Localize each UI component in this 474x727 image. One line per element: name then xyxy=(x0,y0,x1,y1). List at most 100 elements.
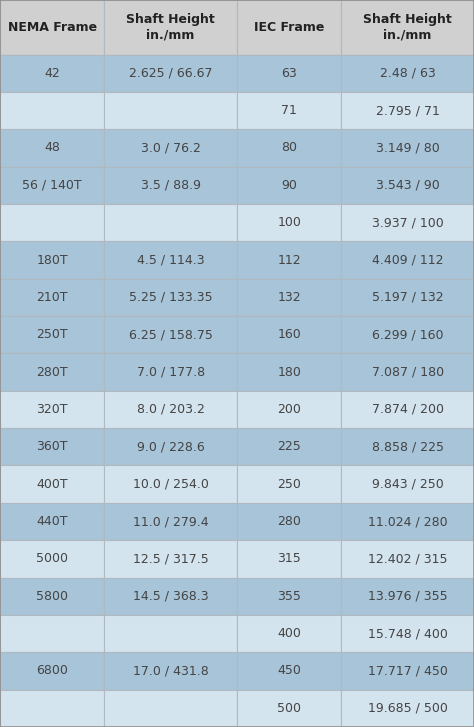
Bar xyxy=(341,278,474,316)
Text: 315: 315 xyxy=(277,553,301,566)
Bar xyxy=(341,540,474,577)
Text: 8.858 / 225: 8.858 / 225 xyxy=(372,441,444,454)
Bar xyxy=(341,241,474,278)
Text: 9.843 / 250: 9.843 / 250 xyxy=(372,478,444,491)
Text: 3.5 / 88.9: 3.5 / 88.9 xyxy=(141,179,201,192)
Bar xyxy=(0,0,104,55)
Bar xyxy=(341,129,474,166)
Text: 12.402 / 315: 12.402 / 315 xyxy=(368,553,447,566)
Text: 6.25 / 158.75: 6.25 / 158.75 xyxy=(129,328,212,341)
Text: 63: 63 xyxy=(281,67,297,80)
Text: 11.024 / 280: 11.024 / 280 xyxy=(368,515,447,528)
Bar xyxy=(341,652,474,690)
Bar xyxy=(104,503,237,540)
Text: 6800: 6800 xyxy=(36,664,68,678)
Text: 360T: 360T xyxy=(36,441,68,454)
Bar xyxy=(237,577,341,615)
Text: 5000: 5000 xyxy=(36,553,68,566)
Bar xyxy=(104,129,237,166)
Bar xyxy=(341,577,474,615)
Text: 19.685 / 500: 19.685 / 500 xyxy=(368,702,447,715)
Text: 56 / 140T: 56 / 140T xyxy=(22,179,82,192)
Bar xyxy=(104,55,237,92)
Text: 132: 132 xyxy=(277,291,301,304)
Text: 9.0 / 228.6: 9.0 / 228.6 xyxy=(137,441,204,454)
Text: 500: 500 xyxy=(277,702,301,715)
Text: 6.299 / 160: 6.299 / 160 xyxy=(372,328,443,341)
Bar xyxy=(237,0,341,55)
Text: 80: 80 xyxy=(281,142,297,154)
Bar xyxy=(237,166,341,204)
Text: 3.937 / 100: 3.937 / 100 xyxy=(372,216,444,229)
Text: 42: 42 xyxy=(44,67,60,80)
Text: 280T: 280T xyxy=(36,366,68,379)
Bar xyxy=(237,353,341,391)
Text: 112: 112 xyxy=(277,254,301,267)
Text: 2.795 / 71: 2.795 / 71 xyxy=(376,104,439,117)
Text: 4.5 / 114.3: 4.5 / 114.3 xyxy=(137,254,204,267)
Bar xyxy=(104,92,237,129)
Bar xyxy=(341,503,474,540)
Text: 7.0 / 177.8: 7.0 / 177.8 xyxy=(137,366,205,379)
Bar xyxy=(237,652,341,690)
Text: 5.197 / 132: 5.197 / 132 xyxy=(372,291,444,304)
Bar xyxy=(341,353,474,391)
Bar xyxy=(341,166,474,204)
Bar xyxy=(237,129,341,166)
Text: 90: 90 xyxy=(281,179,297,192)
Text: 355: 355 xyxy=(277,590,301,603)
Bar xyxy=(0,503,104,540)
Text: 7.087 / 180: 7.087 / 180 xyxy=(372,366,444,379)
Bar xyxy=(237,204,341,241)
Bar xyxy=(341,204,474,241)
Bar xyxy=(237,503,341,540)
Bar xyxy=(341,465,474,503)
Bar xyxy=(104,278,237,316)
Text: 8.0 / 203.2: 8.0 / 203.2 xyxy=(137,403,205,416)
Bar xyxy=(104,391,237,428)
Bar xyxy=(341,391,474,428)
Bar xyxy=(237,55,341,92)
Text: 71: 71 xyxy=(281,104,297,117)
Bar xyxy=(0,204,104,241)
Bar xyxy=(237,615,341,652)
Text: 180T: 180T xyxy=(36,254,68,267)
Text: 320T: 320T xyxy=(36,403,68,416)
Bar xyxy=(104,540,237,577)
Bar xyxy=(237,316,341,353)
Bar xyxy=(104,690,237,727)
Text: 11.0 / 279.4: 11.0 / 279.4 xyxy=(133,515,209,528)
Bar xyxy=(237,428,341,465)
Bar xyxy=(0,278,104,316)
Bar xyxy=(0,316,104,353)
Text: 3.543 / 90: 3.543 / 90 xyxy=(376,179,439,192)
Bar xyxy=(237,278,341,316)
Bar xyxy=(104,652,237,690)
Text: NEMA Frame: NEMA Frame xyxy=(8,21,97,33)
Bar xyxy=(341,55,474,92)
Bar xyxy=(0,652,104,690)
Text: 4.409 / 112: 4.409 / 112 xyxy=(372,254,443,267)
Bar xyxy=(237,465,341,503)
Bar xyxy=(0,353,104,391)
Bar xyxy=(237,241,341,278)
Bar xyxy=(104,316,237,353)
Bar xyxy=(0,428,104,465)
Bar xyxy=(104,166,237,204)
Text: 280: 280 xyxy=(277,515,301,528)
Text: Shaft Height
in./mm: Shaft Height in./mm xyxy=(363,13,452,41)
Text: 2.48 / 63: 2.48 / 63 xyxy=(380,67,436,80)
Bar xyxy=(0,92,104,129)
Text: 450: 450 xyxy=(277,664,301,678)
Text: 14.5 / 368.3: 14.5 / 368.3 xyxy=(133,590,209,603)
Text: 200: 200 xyxy=(277,403,301,416)
Bar xyxy=(0,391,104,428)
Bar xyxy=(104,241,237,278)
Bar xyxy=(341,615,474,652)
Bar xyxy=(237,92,341,129)
Bar xyxy=(341,690,474,727)
Text: 12.5 / 317.5: 12.5 / 317.5 xyxy=(133,553,209,566)
Bar xyxy=(0,577,104,615)
Text: 17.0 / 431.8: 17.0 / 431.8 xyxy=(133,664,209,678)
Bar xyxy=(0,166,104,204)
